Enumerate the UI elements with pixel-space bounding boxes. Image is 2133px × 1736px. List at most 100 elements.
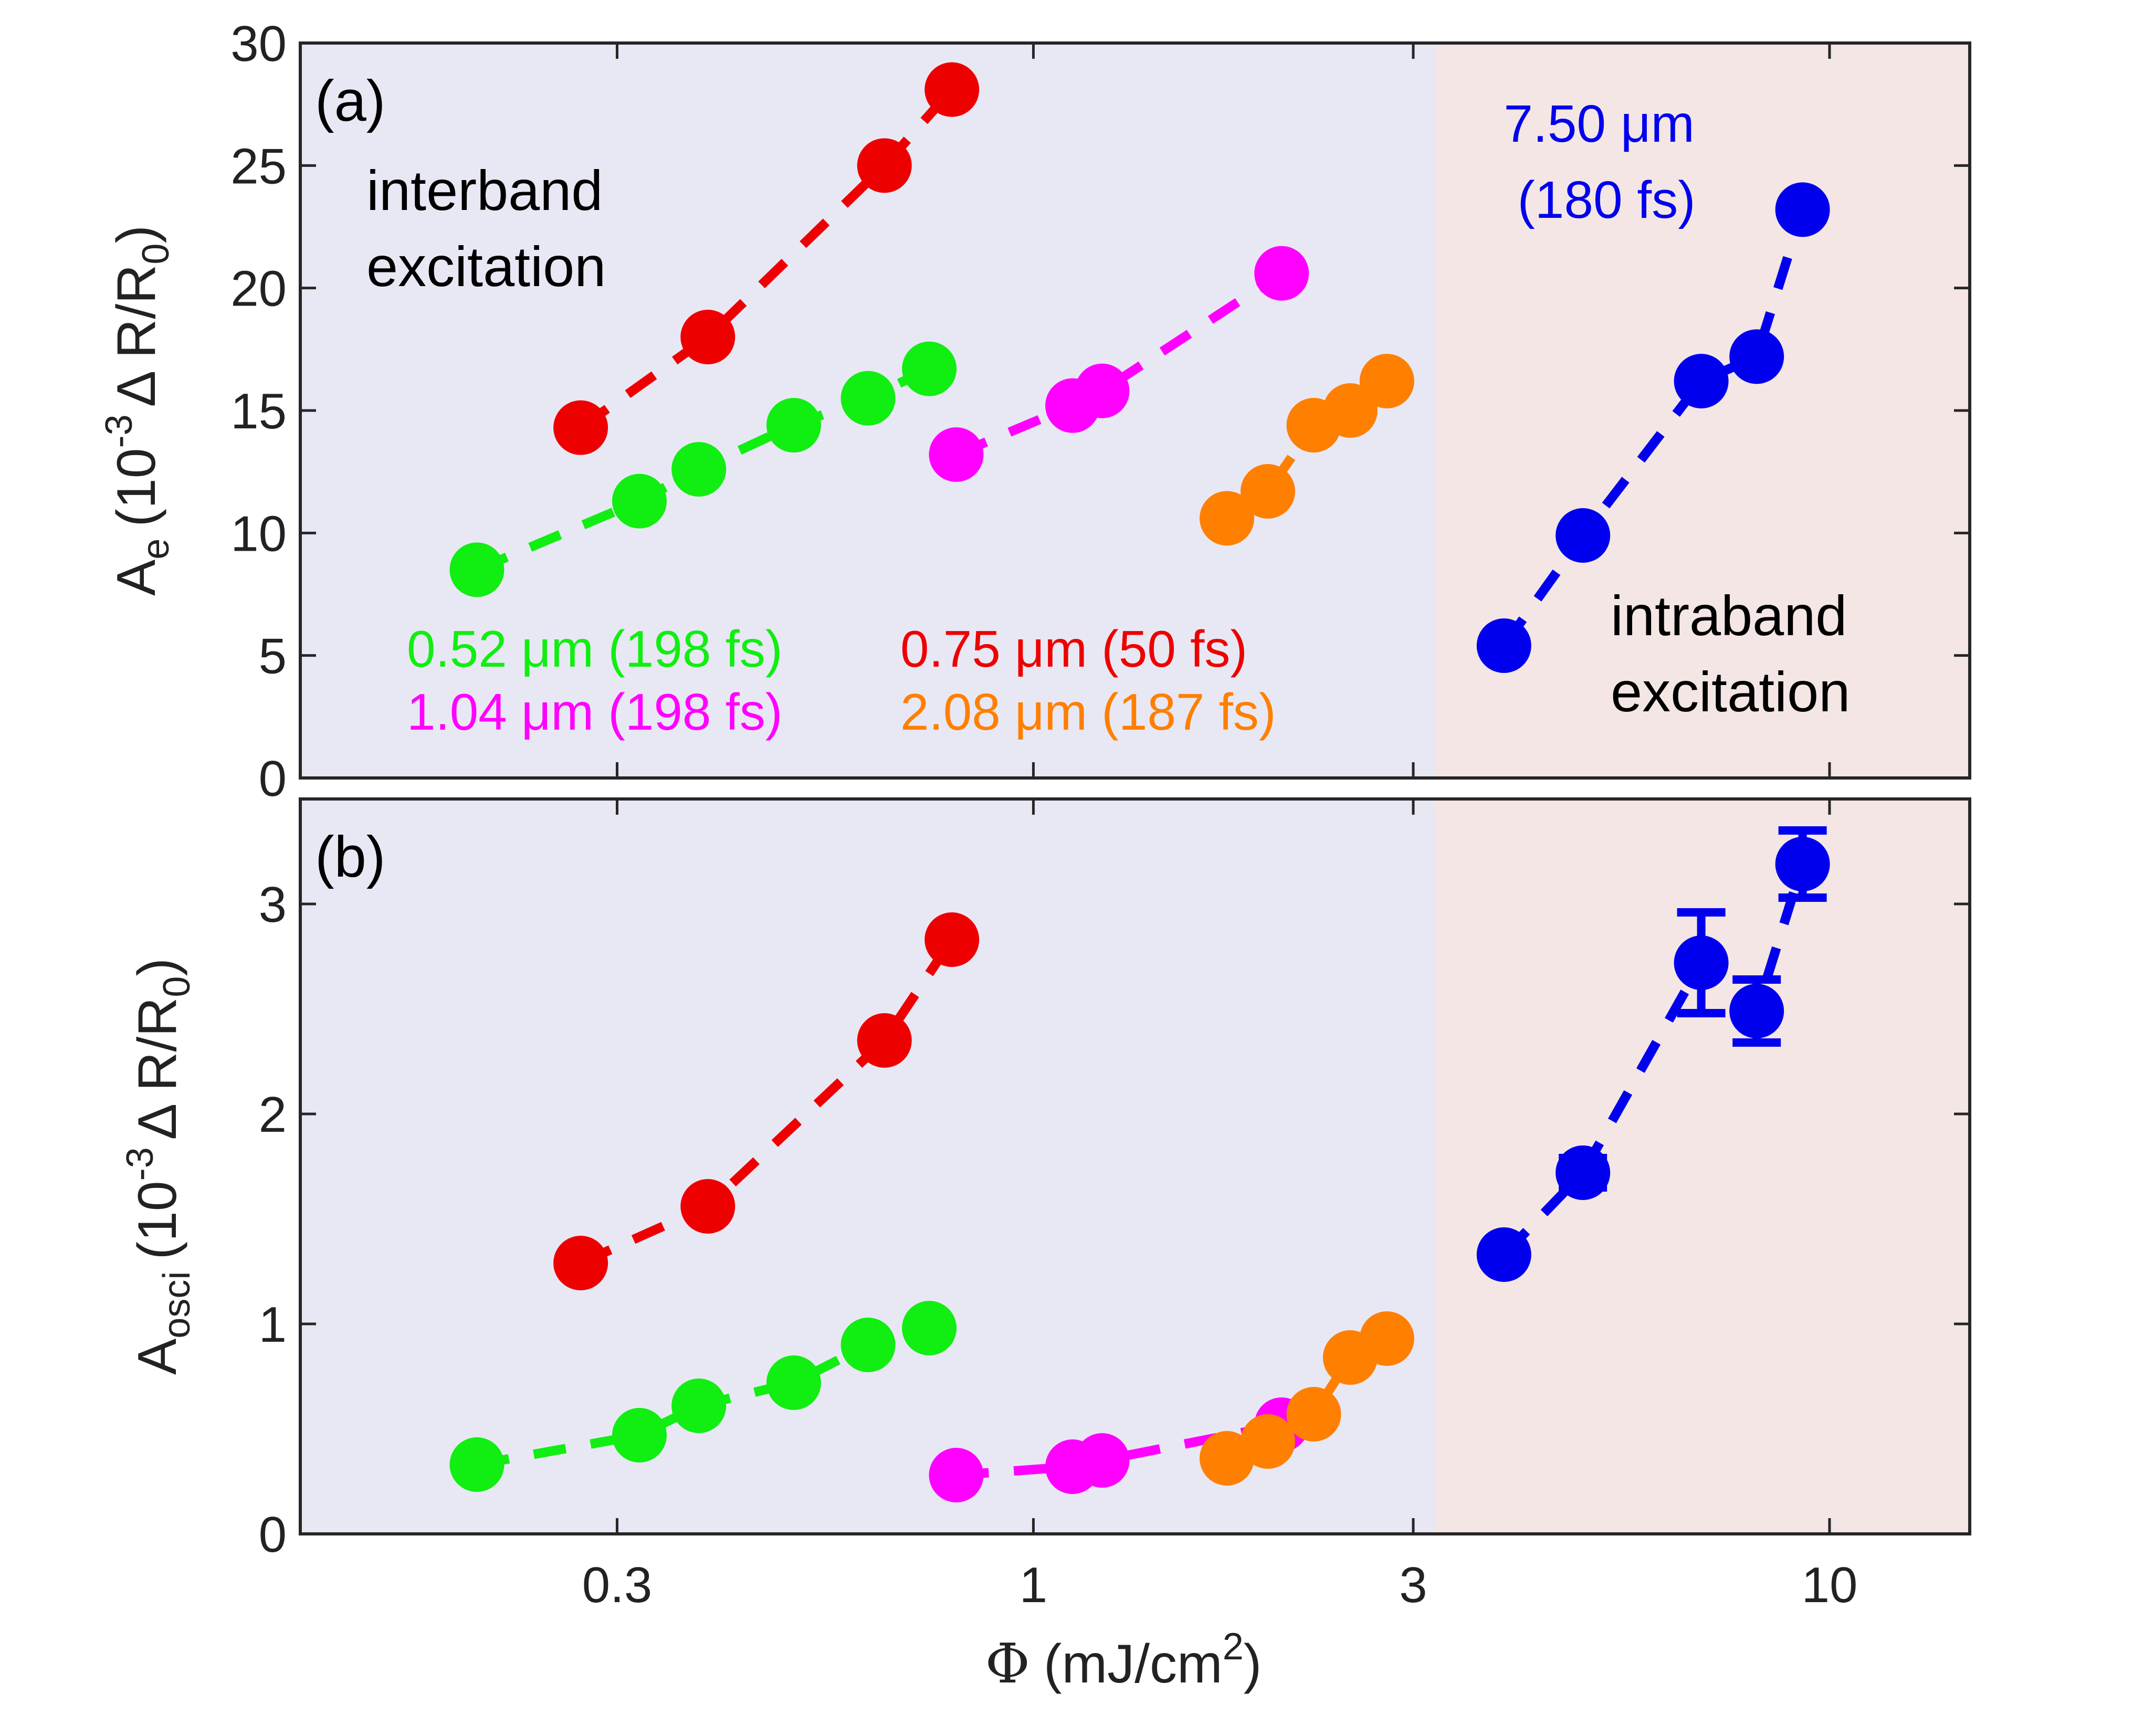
data-point-b-4-3: [1729, 984, 1784, 1038]
data-point-a-0-0: [449, 542, 505, 597]
xlabel-sup: 2: [1223, 1626, 1244, 1668]
y-tick-label-a-4: 20: [230, 261, 287, 317]
y-tick-label-a-2: 10: [230, 506, 287, 562]
series-line-a-1: [577, 86, 955, 432]
intraband-annotation-line2: excitation: [1611, 660, 1850, 723]
data-point-b-1-1: [680, 1179, 735, 1234]
x-tick-label-2: 3: [1399, 1557, 1427, 1613]
data-point-a-1-1: [680, 310, 735, 364]
legend-entry-075: 0.75 μm (50 fs): [900, 620, 1247, 678]
blue-series-annotation: 7.50 μm (180 fs): [1504, 94, 1709, 229]
interband-annotation: interband excitation: [366, 159, 618, 298]
x-tick-label-3: 10: [1802, 1557, 1858, 1613]
xlabel-symbol: Φ: [985, 1632, 1030, 1696]
panel-a-label: (a): [315, 69, 385, 133]
ylabel-b-sub: osci: [156, 1271, 198, 1339]
data-point-b-0-3: [766, 1355, 821, 1410]
interband-annotation-line2: excitation: [366, 235, 606, 298]
legend-entry-052: 0.52 μm (198 fs): [407, 620, 783, 678]
data-point-b-2-2: [1075, 1433, 1130, 1488]
intraband-annotation-line1: intraband: [1611, 584, 1847, 647]
data-point-a-2-2: [1075, 363, 1130, 418]
series-line-b-1: [579, 937, 956, 1268]
ylabel-a-mid: Δ R/R: [106, 265, 167, 407]
x-tick-label-0: 0.3: [582, 1557, 652, 1613]
y-tick-label-b-2: 2: [259, 1087, 287, 1143]
panel-a-frame: [299, 41, 1971, 780]
data-point-b-4-2: [1674, 935, 1729, 990]
panel-b-label: (b): [315, 825, 385, 889]
ylabel-a-sub: e: [135, 539, 177, 560]
ylabel-a-sup: -3: [98, 414, 140, 448]
y-tick-label-a-6: 30: [230, 16, 287, 72]
data-point-b-0-5: [902, 1301, 957, 1355]
x-tick-label-1: 1: [1020, 1557, 1047, 1613]
data-point-a-2-0: [929, 427, 984, 482]
ylabel-a-sub2: 0: [135, 244, 177, 265]
xlabel-unit: (mJ/cm: [1044, 1634, 1223, 1695]
data-point-a-3-0: [1200, 491, 1255, 546]
panel-a: 0 5 10 15 20 25 30 (a) interband excitation in…: [98, 16, 1971, 807]
y-tick-label-b-3: 3: [259, 877, 287, 933]
data-point-b-2-0: [929, 1448, 984, 1502]
blue-annotation-line2: (180 fs): [1517, 171, 1695, 229]
data-point-a-0-5: [902, 341, 957, 396]
x-axis-label: Φ (mJ/cm2): [985, 1626, 1262, 1696]
blue-annotation-line1: 7.50 μm: [1504, 94, 1694, 153]
y-tick-label-a-1: 5: [259, 628, 287, 685]
y-tick-label-b-1: 1: [259, 1297, 287, 1353]
y-tick-label-a-5: 25: [230, 138, 287, 194]
data-point-b-0-1: [612, 1408, 667, 1463]
panel-b-ylabel: Aosci (10-3 Δ R/R0): [119, 958, 198, 1375]
data-point-b-3-0: [1200, 1431, 1255, 1486]
data-point-a-4-0: [1476, 618, 1531, 673]
ylabel-a-main: A: [106, 559, 167, 596]
ylabel-b-close: ): [127, 958, 188, 976]
data-point-a-3-4: [1359, 354, 1414, 408]
data-point-b-4-1: [1556, 1145, 1611, 1200]
ylabel-a-open: (10: [106, 448, 167, 527]
data-point-b-1-0: [553, 1236, 608, 1290]
data-point-b-0-2: [671, 1379, 727, 1433]
xlabel-close: ): [1244, 1634, 1262, 1695]
data-point-a-0-4: [840, 371, 896, 426]
ylabel-a-close: ): [106, 225, 167, 244]
data-point-a-0-2: [671, 442, 727, 497]
data-point-a-3-1: [1241, 464, 1296, 519]
data-point-a-2-3: [1254, 246, 1309, 301]
region-interband-b: [300, 799, 1436, 1534]
data-point-a-1-3: [924, 62, 980, 117]
panel-a-ylabel: Ae (10-3 Δ R/R0): [98, 225, 177, 596]
data-point-b-0-0: [449, 1437, 505, 1492]
data-point-a-1-0: [553, 400, 608, 455]
data-point-a-1-2: [857, 138, 912, 193]
data-point-a-0-3: [766, 398, 821, 453]
y-tick-label-b-0: 0: [259, 1507, 287, 1563]
data-point-b-3-2: [1286, 1387, 1341, 1442]
series-line-a-0: [475, 364, 932, 574]
data-point-a-4-2: [1674, 354, 1729, 408]
data-point-b-3-1: [1241, 1414, 1296, 1469]
interband-annotation-line1: interband: [366, 159, 603, 222]
ylabel-b-sub2: 0: [156, 976, 198, 997]
ylabel-b-mid: Δ R/R: [127, 997, 188, 1140]
data-point-b-4-0: [1476, 1227, 1531, 1282]
data-point-a-4-1: [1556, 508, 1611, 563]
ylabel-b-open: (10: [127, 1181, 188, 1259]
data-point-b-0-4: [840, 1318, 896, 1372]
data-point-b-3-4: [1359, 1311, 1414, 1366]
data-point-a-4-4: [1775, 182, 1830, 237]
data-point-a-4-3: [1729, 329, 1784, 384]
legend-entry-104: 1.04 μm (198 fs): [407, 683, 783, 741]
intraband-annotation: intraband excitation: [1611, 584, 1863, 723]
ylabel-b-sup: -3: [119, 1147, 161, 1181]
data-point-b-1-2: [857, 1013, 912, 1068]
data-point-b-1-3: [924, 912, 980, 967]
data-point-b-4-4: [1775, 837, 1830, 891]
legend-entry-208: 2.08 μm (187 fs): [900, 683, 1276, 741]
data-point-a-3-3: [1322, 383, 1378, 438]
y-tick-label-a-3: 15: [230, 383, 287, 439]
panel-b-frame: [299, 797, 1971, 1535]
